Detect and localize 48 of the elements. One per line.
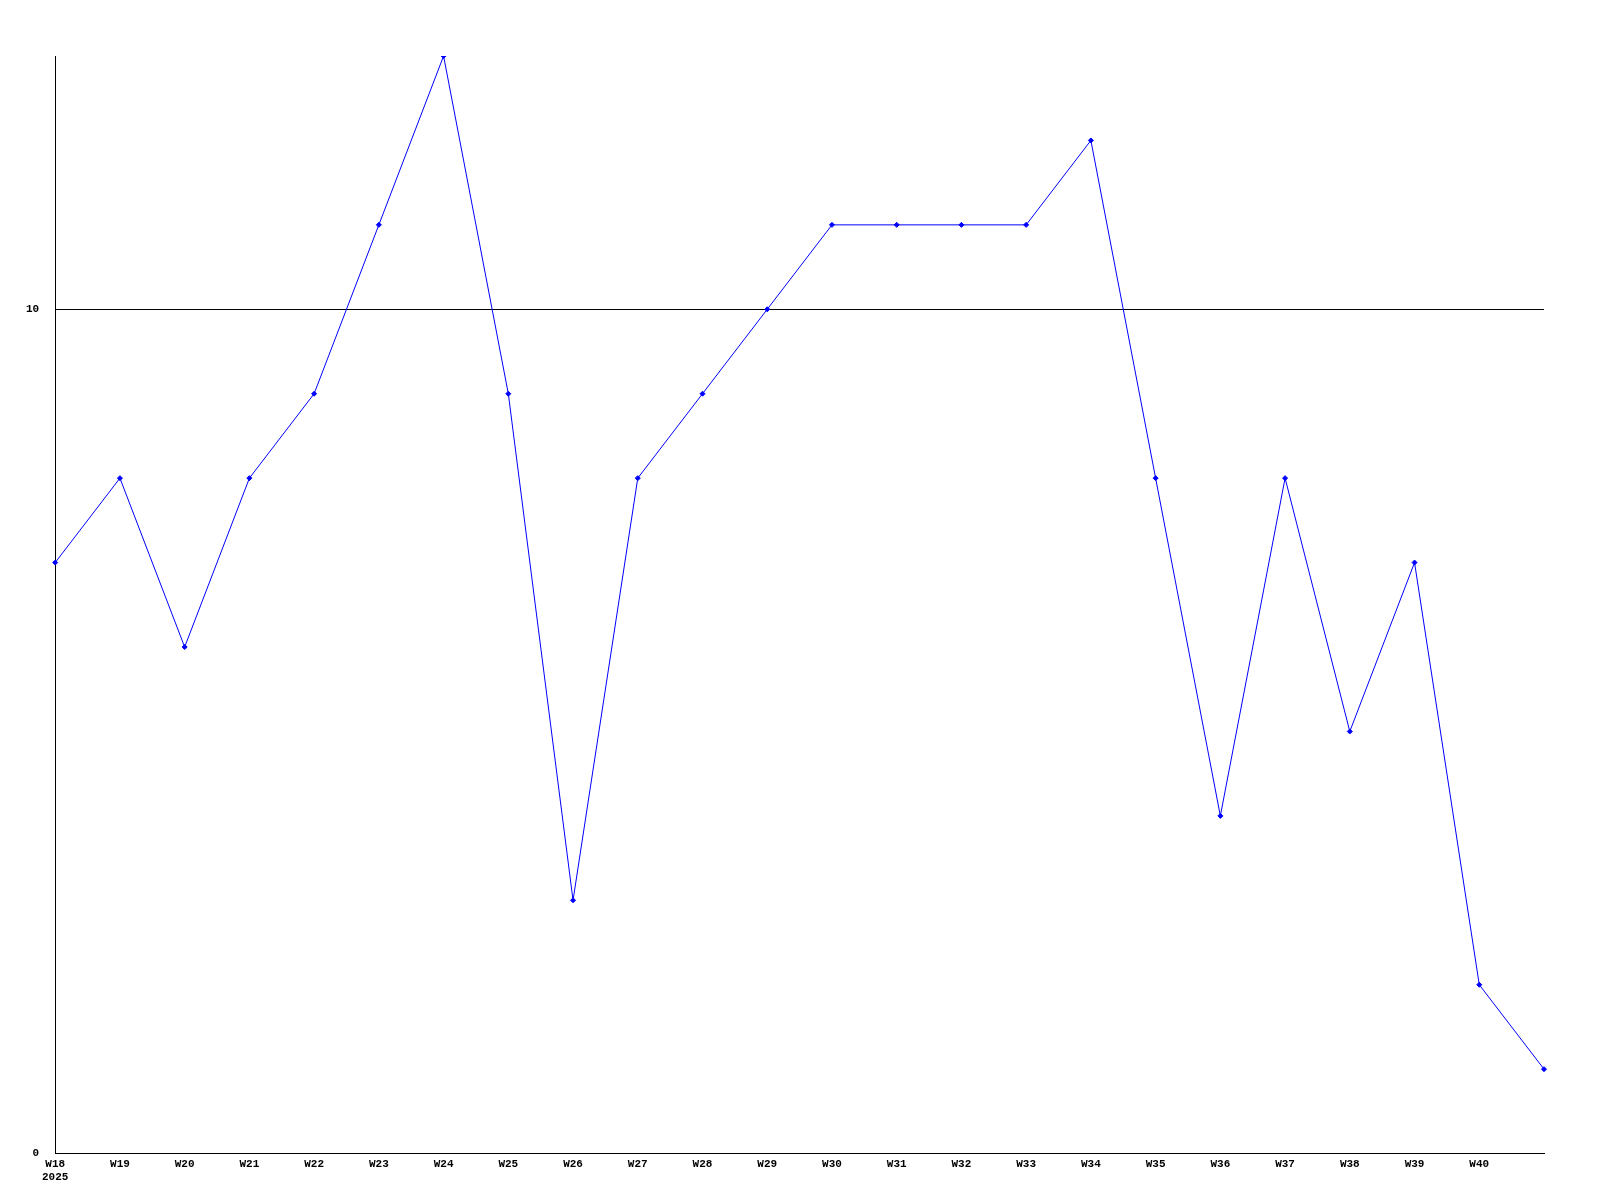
x-tick-label: W25 (498, 1157, 519, 1170)
x-tick-label: W31 (886, 1157, 907, 1170)
x-tick-label: W40 (1469, 1157, 1490, 1170)
point (1087, 137, 1094, 144)
x-tick-label: W38 (1339, 1157, 1361, 1170)
x-tick-label: W35 (1145, 1157, 1166, 1170)
point (893, 221, 900, 228)
point (505, 390, 512, 397)
x-tick-label: W30 (822, 1157, 842, 1170)
x-tick-label: W20 (174, 1157, 195, 1170)
x-tick-label: W36 (1210, 1157, 1231, 1170)
x-tick-label: W21 (239, 1157, 260, 1170)
point (1023, 221, 1030, 228)
point (311, 390, 318, 397)
point (52, 559, 59, 566)
x-tick-label: W27 (627, 1157, 648, 1170)
point (1541, 1066, 1547, 1073)
point (116, 475, 123, 482)
x-tick-label: W26 (563, 1157, 583, 1170)
x-tick-label: W29 (757, 1157, 778, 1170)
point (1152, 475, 1159, 482)
point (375, 221, 382, 228)
point (1476, 981, 1483, 988)
point (1282, 475, 1289, 482)
point (699, 390, 706, 397)
point (828, 221, 835, 228)
point (1346, 728, 1353, 735)
x-tick-label: W37 (1275, 1157, 1295, 1170)
x-tick-label: W19 (110, 1157, 130, 1170)
y-tick-label: 10 (26, 303, 40, 316)
point (634, 475, 641, 482)
x-tick-label: W34 (1080, 1157, 1102, 1170)
point (764, 306, 771, 313)
point (246, 475, 253, 482)
point (570, 897, 577, 904)
x-tick-label: W23 (368, 1157, 390, 1170)
x-tick-label: W22 (304, 1157, 325, 1170)
point (1411, 559, 1418, 566)
point (181, 644, 188, 651)
x-tick-label: W24 (433, 1157, 454, 1170)
x-tick-label: W32 (951, 1157, 972, 1170)
x-tick-label: W33 (1016, 1157, 1037, 1170)
y-tick-label: 0 (32, 1147, 40, 1160)
x-tick-label: W28 (692, 1157, 713, 1170)
x-tick-label: W18 2025 (42, 1157, 69, 1184)
point (958, 221, 965, 228)
point (1217, 812, 1224, 819)
x-tick-label: W39 (1404, 1157, 1425, 1170)
